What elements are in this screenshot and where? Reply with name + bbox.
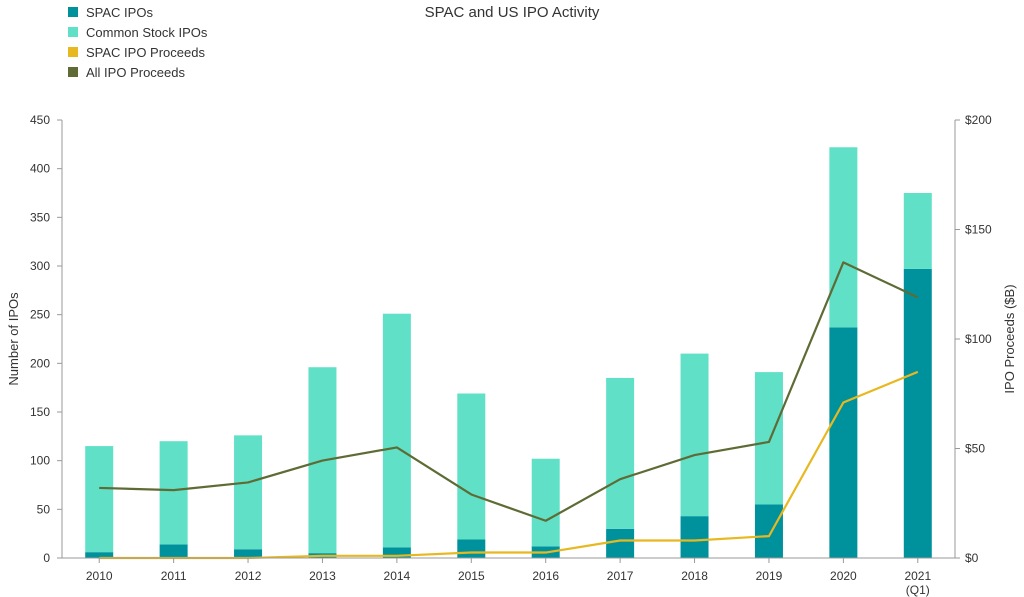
y-tick-label-left-50: 50 (37, 502, 51, 516)
legend-item-spac-ipo-proceeds: SPAC IPO Proceeds (68, 42, 207, 62)
legend-label-spac-ipos: SPAC IPOs (86, 4, 153, 20)
bar-common-stock-ipos-2017 (606, 377, 635, 529)
axes-layer: 0 50 100 150 200 250 300 350 400 450 $0 $50 $100 $150… (6, 113, 1017, 597)
x-tick-label-2015: 2015 (458, 569, 485, 583)
y-tick-label-right-50: $50 (965, 442, 985, 456)
bar-common-stock-ipos-2020 (829, 147, 858, 328)
x-tick-label-2013: 2013 (309, 569, 336, 583)
y-tick-label-left-450: 450 (30, 113, 50, 127)
y-tick-label-right-0: $0 (965, 551, 979, 565)
legend: SPAC IPOs Common Stock IPOs SPAC IPO Pro… (68, 2, 207, 82)
x-tick-label-2012: 2012 (235, 569, 262, 583)
x-tick-label-2019: 2019 (756, 569, 783, 583)
legend-item-spac-ipos: SPAC IPOs (68, 2, 207, 22)
y-tick-label-left-150: 150 (30, 405, 50, 419)
x-tick-label-2018: 2018 (681, 569, 708, 583)
legend-label-all-ipo-proceeds: All IPO Proceeds (86, 64, 185, 80)
y-tick-label-left-0: 0 (43, 551, 50, 565)
y-tick-label-right-100: $100 (965, 332, 992, 346)
legend-swatch-spac-ipo-proceeds (68, 47, 78, 57)
bar-spac-ipos-2018 (680, 516, 709, 558)
bar-common-stock-ipos-2011 (159, 441, 188, 545)
bar-common-stock-ipos-2021-q1 (903, 193, 932, 269)
line-all-ipo-proceeds (99, 261, 919, 522)
y-tick-label-right-200: $200 (965, 113, 992, 127)
lines-layer (99, 261, 919, 560)
bar-spac-ipos-2021-q1 (903, 268, 932, 558)
y-axis-left-title: Number of IPOs (6, 292, 21, 386)
bar-spac-ipos-2019 (754, 504, 783, 558)
legend-swatch-all-ipo-proceeds (68, 67, 78, 77)
y-tick-label-left-200: 200 (30, 356, 50, 370)
bar-spac-ipos-2015 (457, 539, 486, 558)
bar-common-stock-ipos-2014 (382, 313, 411, 548)
y-tick-label-left-400: 400 (30, 162, 50, 176)
x-tick-label-2014: 2014 (384, 569, 411, 583)
x-tick-label-2010: 2010 (86, 569, 113, 583)
bar-common-stock-ipos-2015 (457, 393, 486, 540)
bar-spac-ipos-2014 (382, 547, 411, 558)
line-spac-ipo-proceeds (99, 370, 919, 560)
x-tick-label-2017: 2017 (607, 569, 634, 583)
bar-common-stock-ipos-2010 (85, 446, 114, 553)
x-tick-label-2011: 2011 (161, 569, 187, 583)
legend-label-spac-ipo-proceeds: SPAC IPO Proceeds (86, 44, 205, 60)
legend-item-all-ipo-proceeds: All IPO Proceeds (68, 62, 207, 82)
y-tick-label-right-150: $150 (965, 223, 992, 237)
x-tick-label-2020: 2020 (830, 569, 857, 583)
legend-item-common-stock-ipos: Common Stock IPOs (68, 22, 207, 42)
legend-label-common-stock-ipos: Common Stock IPOs (86, 24, 208, 40)
bar-common-stock-ipos-2016 (531, 458, 560, 547)
bar-common-stock-ipos-2018 (680, 353, 709, 517)
bar-spac-ipos-2011 (159, 544, 188, 558)
bar-spac-ipos-2010 (85, 552, 114, 558)
y-tick-label-left-300: 300 (30, 259, 50, 273)
y-tick-label-left-350: 350 (30, 210, 50, 224)
bar-spac-ipos-2020 (829, 327, 858, 558)
bar-spac-ipos-2017 (606, 528, 635, 558)
x-tick-label-2021-q1: 2021 (Q1) (904, 569, 931, 597)
legend-swatch-common-stock-ipos (68, 27, 78, 37)
bar-spac-ipos-2012 (234, 549, 263, 558)
bar-common-stock-ipos-2012 (234, 435, 263, 550)
bar-common-stock-ipos-2019 (754, 372, 783, 505)
chart-title: SPAC and US IPO Activity (424, 4, 600, 21)
x-tick-label-2016: 2016 (532, 569, 559, 583)
y-tick-label-left-250: 250 (30, 308, 50, 322)
y-axis-right-title: IPO Proceeds ($B) (1002, 284, 1017, 393)
legend-swatch-spac-ipos (68, 7, 78, 17)
y-tick-label-left-100: 100 (30, 454, 50, 468)
